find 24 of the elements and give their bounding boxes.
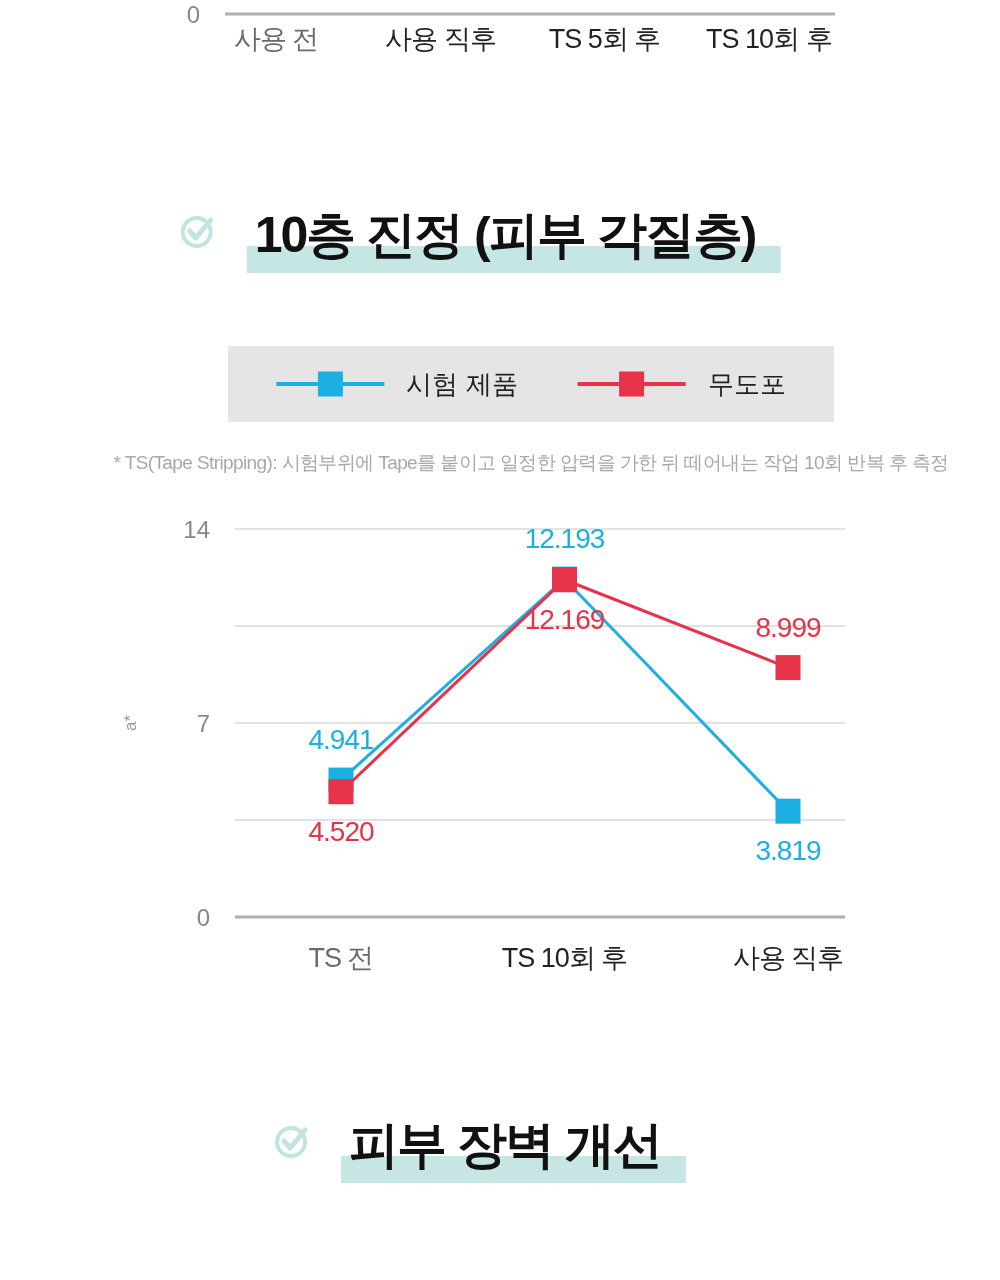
data-label: 8.999 xyxy=(755,611,821,643)
title: 피부 장벽 개선 xyxy=(341,1117,686,1183)
x-tick: 사용 직후 xyxy=(385,24,496,54)
y-tick: 14 xyxy=(183,516,210,543)
y-tick: 0 xyxy=(196,904,210,931)
data-label: 12.193 xyxy=(524,523,605,555)
annotation: 0 xyxy=(186,1,200,28)
legend-label: 시험 제품 xyxy=(406,369,518,399)
y-tick: 7 xyxy=(196,710,210,737)
data-label: 4.520 xyxy=(308,815,374,847)
x-tick: 사용 직후 xyxy=(732,943,844,973)
x-tick: TS 전 xyxy=(308,943,374,973)
title: 10층 진정 (피부 각질층) xyxy=(246,207,781,273)
x-tick: TS 5회 후 xyxy=(548,24,661,54)
chart-title: 10층 진정 (피부 각질층) xyxy=(254,207,756,263)
data-label: 12.169 xyxy=(524,603,605,635)
data-label: 4.941 xyxy=(308,724,374,756)
data-label: 3.819 xyxy=(755,835,821,867)
legend-label: 무도포 xyxy=(707,369,786,399)
x-tick: TS 10회 후 xyxy=(706,24,832,54)
x-tick: 사용 전 xyxy=(233,24,319,54)
x-tick: TS 10회 후 xyxy=(501,943,628,973)
y-label: a* xyxy=(121,714,140,732)
annotation: * TS(Tape Stripping): 시험부위에 Tape를 붙이고 일정한 압력을 가한 뒤 떼어내는 작업 10회 반복 후 측정 xyxy=(113,452,949,473)
